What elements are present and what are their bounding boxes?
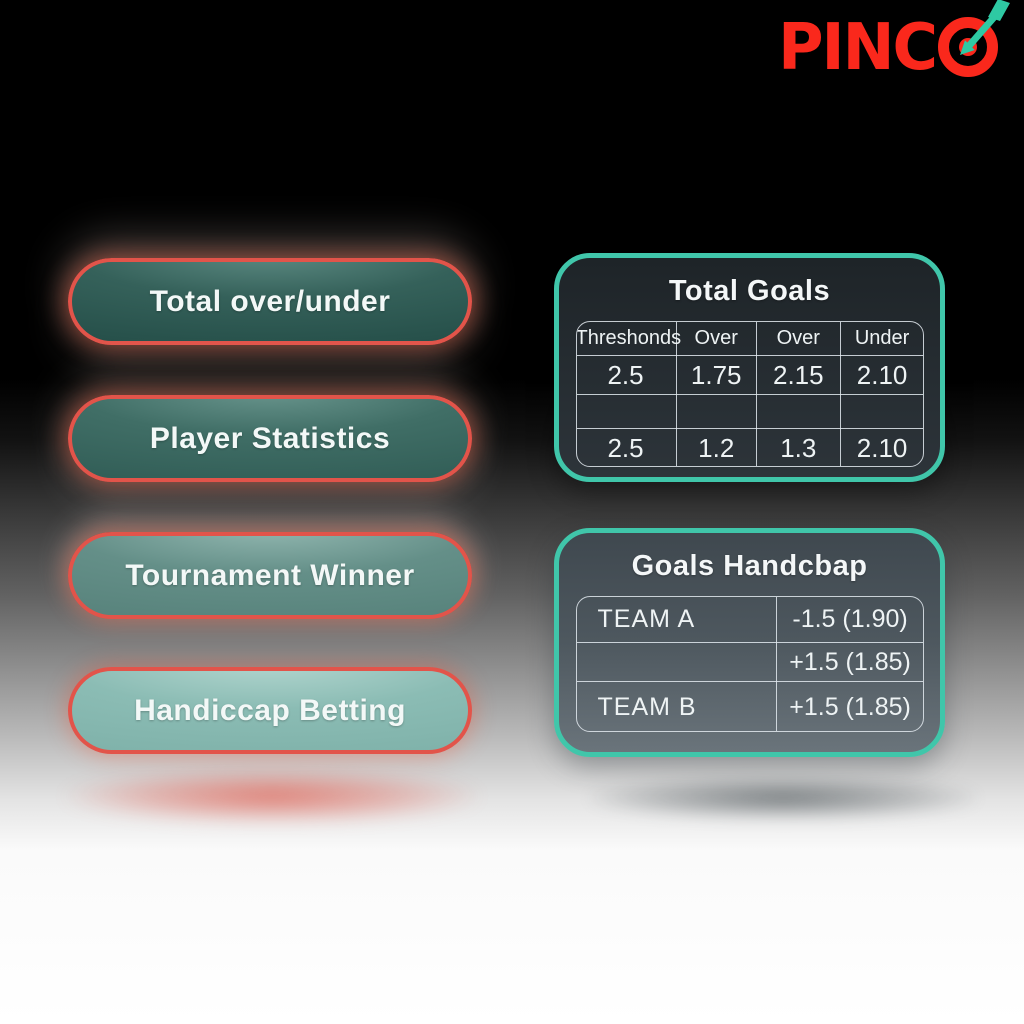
dart-arrow-icon bbox=[960, 0, 1010, 55]
total-goals-title: Total Goals bbox=[668, 275, 831, 307]
empty-cell bbox=[675, 394, 757, 429]
button-label: Total over/under bbox=[149, 284, 391, 318]
column-header: Over bbox=[755, 322, 841, 356]
table-row: 2.5 1.75 2.15 2.10 bbox=[576, 355, 923, 395]
goals-handicap-panel: Goals Handcbap TEAM A -1.5 (1.90) +1.5 (… bbox=[554, 528, 945, 757]
table-row: 2.5 1.2 1.3 2.10 bbox=[576, 428, 923, 466]
table-row: TEAM B +1.5 (1.85) bbox=[576, 681, 923, 731]
player-statistics-button[interactable]: Player Statistics bbox=[68, 395, 472, 482]
empty-cell bbox=[839, 394, 923, 429]
red-glow-shadow bbox=[62, 768, 482, 824]
handicap-odds-cell: -1.5 (1.90) bbox=[775, 597, 923, 643]
odds-cell: 2.10 bbox=[839, 355, 923, 395]
table-row-empty bbox=[576, 394, 923, 429]
handicap-odds-cell: +1.5 (1.85) bbox=[775, 642, 923, 682]
button-label: Tournament Winner bbox=[125, 558, 415, 592]
odds-cell: 1.2 bbox=[675, 428, 757, 466]
team-name-cell bbox=[576, 642, 777, 682]
odds-cell: 2.10 bbox=[839, 428, 923, 466]
column-header: Under bbox=[839, 322, 923, 356]
tournament-winner-button[interactable]: Tournament Winner bbox=[68, 532, 472, 619]
panel-drop-shadow bbox=[588, 776, 978, 820]
team-name-cell: TEAM A bbox=[576, 597, 777, 643]
column-header: Over bbox=[675, 322, 757, 356]
button-label: Handiccap Betting bbox=[134, 693, 406, 727]
threshold-cell: 2.5 bbox=[576, 355, 677, 395]
total-goals-table: Threshonds Over Over Under 2.5 1.75 2.15… bbox=[575, 321, 924, 467]
handicap-betting-button[interactable]: Handiccap Betting bbox=[68, 667, 472, 754]
goals-handicap-table: TEAM A -1.5 (1.90) +1.5 (1.85) TEAM B +1… bbox=[575, 596, 924, 732]
threshold-cell: 2.5 bbox=[576, 428, 677, 466]
odds-cell: 1.3 bbox=[755, 428, 841, 466]
pinco-logo: PINC bbox=[778, 0, 1010, 85]
total-over-under-button[interactable]: Total over/under bbox=[68, 258, 472, 345]
odds-cell: 2.15 bbox=[755, 355, 841, 395]
odds-cell: 1.75 bbox=[675, 355, 757, 395]
header-row: Threshonds Over Over Under bbox=[576, 322, 923, 356]
table-row: TEAM A -1.5 (1.90) bbox=[576, 597, 923, 643]
empty-cell bbox=[755, 394, 841, 429]
goals-handicap-title: Goals Handcbap bbox=[631, 550, 868, 582]
column-header: Threshonds bbox=[576, 322, 681, 356]
button-label: Player Statistics bbox=[149, 421, 391, 455]
total-goals-panel: Total Goals Threshonds Over Over Under 2… bbox=[554, 253, 945, 482]
handicap-odds-cell: +1.5 (1.85) bbox=[775, 681, 923, 731]
empty-cell bbox=[576, 394, 677, 429]
table-row: +1.5 (1.85) bbox=[576, 642, 923, 682]
team-name-cell: TEAM B bbox=[576, 681, 777, 731]
target-ring bbox=[938, 17, 998, 77]
target-icon bbox=[938, 0, 1010, 77]
pinco-wordmark: PINC bbox=[778, 8, 938, 85]
